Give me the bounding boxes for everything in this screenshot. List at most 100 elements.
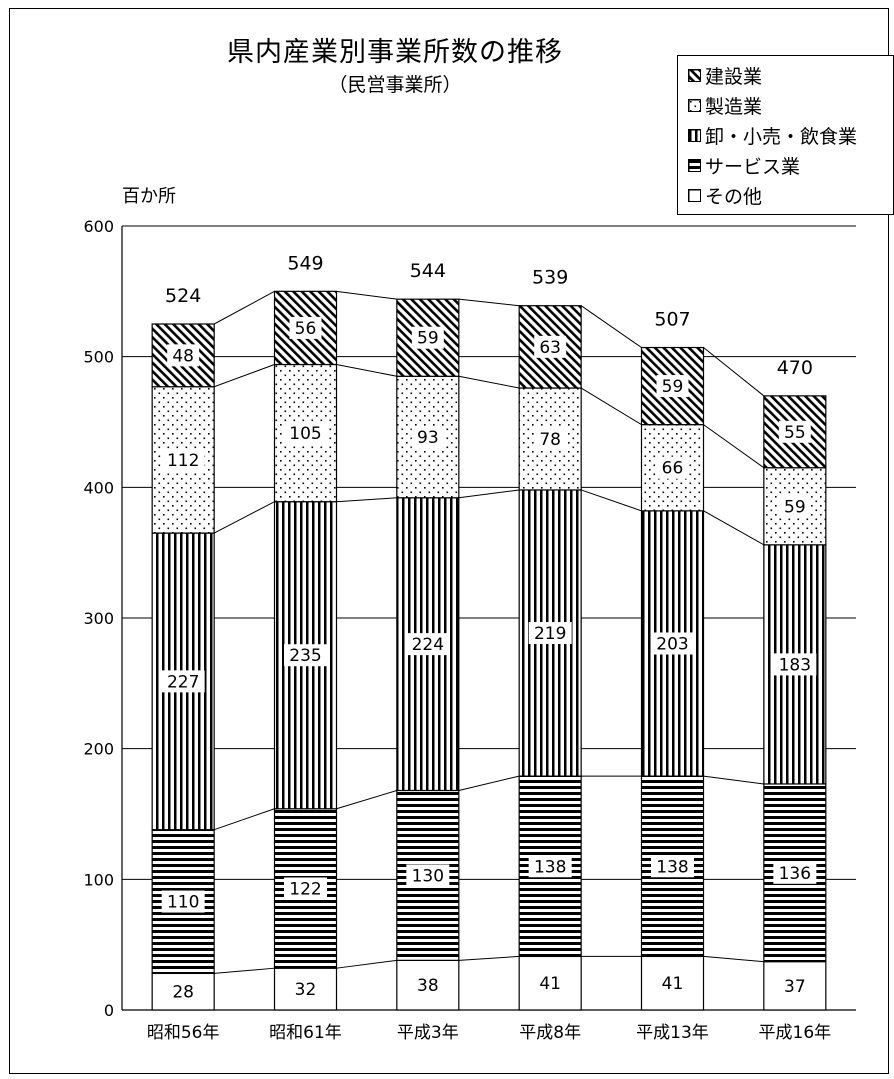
series-connector-line — [458, 375, 520, 389]
series-connector-line — [336, 497, 397, 503]
data-label-background — [773, 653, 817, 676]
data-label: 56 — [295, 319, 317, 339]
data-label-background — [411, 326, 444, 349]
total-label: 524 — [165, 285, 201, 307]
x-tick-label: 平成16年 — [759, 1023, 832, 1043]
data-label: 59 — [784, 497, 806, 517]
chart-frame — [9, 8, 889, 1074]
x-tick-label: 平成8年 — [519, 1023, 581, 1043]
y-tick-label: 0 — [104, 1001, 114, 1020]
data-label-background — [411, 974, 444, 997]
y-tick-label: 300 — [83, 609, 114, 628]
legend-swatch-services — [688, 158, 701, 172]
legend-label: その他 — [705, 185, 763, 208]
y-axis-unit-label: 百か所 — [122, 186, 176, 207]
y-tick-label: 100 — [83, 870, 114, 889]
series-connector-line — [336, 790, 397, 810]
bar-segment — [396, 375, 460, 499]
data-label-background — [656, 375, 689, 398]
series-connector-line — [213, 501, 275, 534]
series-connector-line — [703, 955, 764, 963]
data-label-background — [534, 427, 567, 450]
series-connector-line — [336, 364, 397, 377]
data-label: 66 — [662, 459, 684, 479]
total-label: 470 — [777, 357, 813, 379]
total-label: 507 — [654, 309, 690, 331]
data-label-background — [534, 335, 567, 358]
legend-swatch-manufacturing — [688, 98, 701, 112]
legend-swatch-wholesale-retail — [688, 128, 701, 142]
y-tick-label: 200 — [83, 740, 114, 759]
legend-label: 卸・小売・飲食業 — [705, 125, 858, 148]
total-label: 549 — [287, 252, 323, 274]
legend-item: その他 — [688, 180, 893, 210]
legend-item: 卸・小売・飲食業 — [688, 120, 893, 150]
data-label-background — [167, 980, 200, 1003]
data-label-background — [406, 633, 450, 656]
data-label: 105 — [289, 424, 321, 444]
series-connector-line — [458, 298, 520, 307]
chart-title: 県内産業別事業所数の推移 — [227, 37, 563, 68]
series-connector-line — [458, 775, 520, 791]
legend-label: サービス業 — [705, 155, 801, 178]
data-label-background — [289, 316, 322, 339]
data-label: 41 — [539, 974, 561, 994]
data-label: 41 — [662, 974, 684, 994]
data-label: 38 — [417, 976, 439, 996]
y-tick-label: 500 — [83, 348, 114, 367]
series-connector-line — [213, 364, 275, 388]
data-label: 130 — [412, 866, 444, 886]
data-label: 78 — [539, 430, 561, 450]
data-label-background — [656, 972, 689, 995]
x-tick-label: 平成3年 — [397, 1023, 459, 1043]
series-connector-line — [336, 290, 397, 300]
series-connector-line — [580, 305, 642, 348]
data-label: 110 — [167, 893, 199, 913]
series-connector-line — [580, 387, 642, 426]
data-label: 112 — [167, 451, 199, 471]
y-tick-label: 400 — [83, 478, 114, 497]
series-connector-line — [214, 808, 275, 831]
data-label: 37 — [784, 977, 806, 997]
chart-subtitle: （民営事業所） — [328, 74, 462, 96]
total-label: 539 — [532, 267, 568, 289]
data-label: 48 — [172, 346, 194, 366]
legend: 建設業 製造業 卸・小売・飲食業 サービス業 その他 — [677, 55, 894, 215]
series-connector-line — [703, 424, 765, 469]
data-label: 203 — [656, 634, 688, 654]
legend-label: 建設業 — [705, 65, 763, 88]
data-label: 55 — [784, 423, 806, 443]
data-label-background — [778, 495, 811, 518]
data-label-background — [651, 855, 694, 878]
data-label: 136 — [779, 864, 811, 884]
data-label-background — [528, 622, 572, 645]
data-label: 224 — [412, 635, 444, 655]
series-connector-line — [703, 347, 765, 397]
data-label: 235 — [289, 646, 321, 666]
data-label-background — [778, 420, 811, 443]
series-connector-line — [336, 959, 397, 969]
data-label: 59 — [417, 329, 439, 349]
series-connector-line — [581, 489, 642, 512]
data-label: 219 — [534, 624, 566, 644]
legend-label: 製造業 — [705, 95, 763, 118]
data-label-background — [161, 670, 205, 693]
series-connector-line — [213, 290, 275, 325]
series-connector-line — [703, 510, 765, 546]
data-label-background — [651, 632, 694, 655]
data-label-background — [528, 855, 572, 878]
data-label-background — [778, 974, 811, 997]
data-label: 32 — [295, 980, 317, 1000]
legend-item: 製造業 — [688, 90, 893, 120]
legend-swatch-construction — [688, 68, 701, 82]
series-connector-line — [703, 775, 764, 785]
x-tick-label: 昭和61年 — [269, 1023, 342, 1043]
x-tick-label: 平成13年 — [636, 1023, 709, 1043]
y-tick-label: 600 — [83, 217, 114, 236]
data-label-background — [167, 344, 200, 367]
data-label: 28 — [172, 983, 194, 1003]
x-tick-label: 昭和56年 — [147, 1023, 220, 1043]
data-label-background — [656, 456, 689, 479]
total-label: 544 — [410, 260, 446, 282]
